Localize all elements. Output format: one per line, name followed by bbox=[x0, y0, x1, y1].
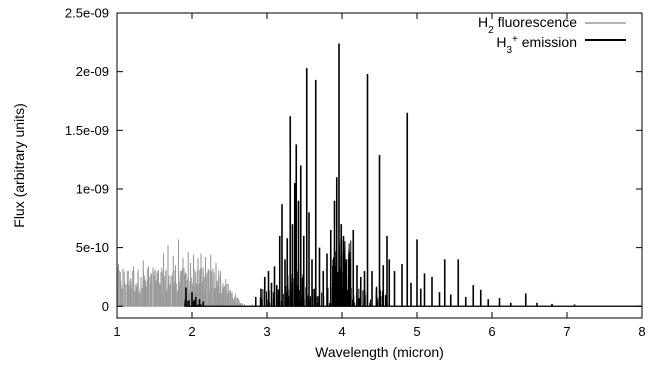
y-axis-title: Flux (arbitrary units) bbox=[11, 103, 27, 227]
y-tick-label: 2.5e-09 bbox=[65, 6, 109, 21]
legend-label-h2-fluorescence: H2 fluorescence bbox=[478, 14, 577, 36]
y-tick-label: 2e-09 bbox=[76, 64, 109, 79]
y-tick-label: 5e-10 bbox=[76, 240, 109, 255]
axis-tick-labels: 1 2 3 4 5 6 7 8 0 5e-10 1e-09 1.5e-09 2e-09 2.5e-09 bbox=[65, 6, 646, 340]
legend-label-rest: fluorescence bbox=[494, 14, 577, 30]
y-tick-label: 1.5e-09 bbox=[65, 123, 109, 138]
legend: H2 fluorescence H3+ emission bbox=[478, 14, 626, 56]
y-tick-label: 0 bbox=[102, 299, 109, 314]
legend-label-h3plus-emission: H3+ emission bbox=[496, 34, 577, 56]
x-tick-label: 1 bbox=[113, 324, 120, 339]
legend-label-base: H bbox=[496, 34, 506, 50]
series-h3plus-emission bbox=[184, 43, 642, 307]
x-tick-label: 6 bbox=[488, 324, 495, 339]
x-axis-title: Wavelength (micron) bbox=[315, 344, 444, 360]
x-tick-label: 5 bbox=[413, 324, 420, 339]
x-tick-label: 4 bbox=[338, 324, 345, 339]
y-tick-label: 1e-09 bbox=[76, 181, 109, 196]
axis-ticks bbox=[116, 12, 643, 318]
legend-label-rest: emission bbox=[518, 34, 577, 50]
legend-label-base: H bbox=[478, 14, 488, 30]
x-tick-label: 2 bbox=[188, 324, 195, 339]
x-tick-label: 7 bbox=[563, 324, 570, 339]
x-tick-label: 8 bbox=[638, 324, 645, 339]
legend-label-subscript: 2 bbox=[488, 25, 494, 36]
plot-frame bbox=[116, 12, 643, 319]
legend-label-subscript: 3 bbox=[506, 45, 512, 56]
legend-label-superscript: + bbox=[512, 34, 518, 45]
x-tick-label: 3 bbox=[263, 324, 270, 339]
plot-area bbox=[116, 43, 642, 307]
